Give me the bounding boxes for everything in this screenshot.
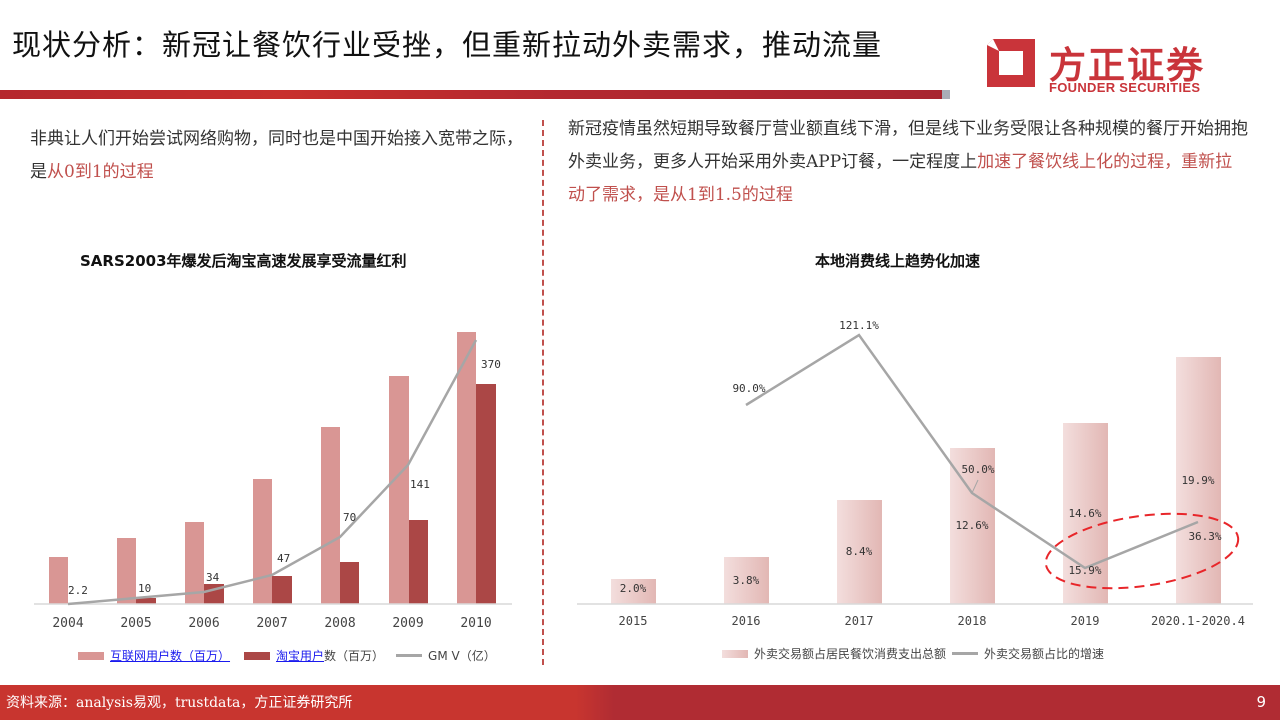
svg-text:47: 47: [277, 552, 290, 565]
svg-text:3.8%: 3.8%: [733, 574, 760, 587]
svg-text:2016: 2016: [732, 614, 761, 628]
svg-text:8.4%: 8.4%: [846, 545, 873, 558]
gmv-line: [67, 339, 478, 606]
leader-line: [971, 479, 979, 494]
legend-gmv: GM V（亿）: [428, 649, 496, 663]
footer-bar: 资料来源：analysis易观，trustdata，方正证券研究所 9: [0, 685, 1280, 720]
highlight-ellipse: [1044, 512, 1240, 590]
legend-swatch-takeout-share: [722, 649, 748, 658]
svg-text:2004: 2004: [52, 616, 83, 631]
svg-text:36.3%: 36.3%: [1188, 530, 1221, 543]
right-description-text: 新冠疫情虽然短期导致餐厅营业额直线下滑，但是线下业务受限让各种规模的餐厅开始拥抱…: [568, 119, 1248, 172]
left-chart-legend: 互联网用户数（百万） 淘宝用户数（百万） GM V（亿）: [78, 647, 496, 664]
left-chart-title: SARS2003年爆发后淘宝高速发展享受流量红利: [80, 252, 407, 270]
svg-text:2006: 2006: [188, 616, 219, 631]
right-chart: 2.0% 3.8% 8.4% 12.6% 14.6% 19.9% 90.0% 1…: [577, 319, 1253, 628]
right-chart-x-axis-labels: 2015 2016 2017 2018 2019 2020.1-2020.4: [619, 614, 1245, 628]
founder-securities-logo: 方正证券 FOUNDER SECURITIES: [985, 35, 1235, 97]
title-underline-end: [942, 90, 950, 99]
legend-taobao-users-link[interactable]: 淘宝用户: [276, 649, 325, 663]
svg-text:2.2: 2.2: [68, 584, 88, 597]
left-chart: 2.2 10 34 47 70 141 370 2004 2005 2006 2…: [34, 332, 512, 631]
page-number: 9: [1256, 693, 1266, 711]
left-description-text: 非典让人们开始尝试网络购物，同时也是中国开始接入宽带之际，是: [30, 129, 523, 182]
svg-text:50.0%: 50.0%: [961, 463, 994, 476]
source-note: 资料来源：analysis易观，trustdata，方正证券研究所: [6, 695, 353, 711]
legend-takeout-share: 外卖交易额占居民餐饮消费支出总额: [754, 647, 947, 661]
right-description: 新冠疫情虽然短期导致餐厅营业额直线下滑，但是线下业务受限让各种规模的餐厅开始拥抱…: [568, 113, 1248, 212]
right-description-highlight: 加速了餐饮线上化的过程，重新拉动了需求，是从1到1.5的过程: [568, 152, 1233, 205]
svg-text:10: 10: [138, 582, 151, 595]
legend-growth-rate: 外卖交易额占比的增速: [984, 647, 1105, 661]
svg-text:2009: 2009: [392, 616, 423, 631]
legend-swatch-growth-rate: [952, 652, 979, 655]
takeout-share-labels: 2.0% 3.8% 8.4% 12.6% 14.6% 19.9%: [620, 474, 1215, 595]
svg-text:2.0%: 2.0%: [620, 582, 647, 595]
svg-text:2010: 2010: [460, 616, 491, 631]
svg-text:14.6%: 14.6%: [1068, 507, 1101, 520]
legend-swatch-gmv: [396, 654, 423, 657]
left-description-highlight: 从0到1的过程: [47, 162, 154, 182]
svg-text:12.6%: 12.6%: [955, 519, 988, 532]
svg-text:141: 141: [410, 478, 430, 491]
legend-internet-users[interactable]: 互联网用户数（百万）: [110, 649, 231, 663]
legend-swatch-internet-users: [78, 651, 104, 660]
right-chart-title: 本地消费线上趋势化加速: [815, 252, 981, 270]
svg-text:2005: 2005: [120, 616, 151, 631]
svg-text:2020.1-2020.4: 2020.1-2020.4: [1151, 614, 1245, 628]
taobao-users-bars: [68, 384, 496, 604]
svg-text:2007: 2007: [256, 616, 287, 631]
takeout-share-bars: [611, 357, 1221, 604]
svg-text:2019: 2019: [1071, 614, 1100, 628]
svg-text:370: 370: [481, 358, 501, 371]
page-title: 现状分析：新冠让餐饮行业受挫，但重新拉动外卖需求，推动流量: [12, 28, 883, 62]
svg-text:121.1%: 121.1%: [839, 319, 879, 332]
logo-text-cn: 方正证券: [1049, 44, 1205, 87]
svg-text:15.9%: 15.9%: [1068, 564, 1101, 577]
left-chart-x-axis-labels: 2004 2005 2006 2007 2008 2009 2010: [52, 616, 491, 631]
growth-rate-labels: 90.0% 121.1% 50.0% 15.9% 36.3%: [732, 319, 1221, 577]
svg-text:70: 70: [343, 511, 356, 524]
svg-text:2008: 2008: [324, 616, 355, 631]
svg-text:2015: 2015: [619, 614, 648, 628]
svg-text:90.0%: 90.0%: [732, 382, 765, 395]
left-description: 非典让人们开始尝试网络购物，同时也是中国开始接入宽带之际，是从0到1的过程: [30, 123, 525, 189]
svg-text:19.9%: 19.9%: [1181, 474, 1214, 487]
internet-users-bars: [49, 332, 476, 604]
svg-text:2017: 2017: [845, 614, 874, 628]
section-divider: [542, 120, 544, 665]
legend-taobao-users-suffix: 数（百万）: [324, 649, 385, 663]
right-chart-legend: 外卖交易额占居民餐饮消费支出总额 外卖交易额占比的增速: [722, 645, 1104, 662]
legend-swatch-taobao-users: [244, 651, 271, 660]
svg-text:34: 34: [206, 571, 220, 584]
gmv-labels: 2.2 10 34 47 70 141 370: [68, 358, 501, 597]
logo-mark-icon: [987, 39, 1035, 87]
title-underline-bar: [0, 90, 942, 99]
logo-text-en: FOUNDER SECURITIES: [1049, 80, 1201, 95]
svg-text:2018: 2018: [958, 614, 987, 628]
